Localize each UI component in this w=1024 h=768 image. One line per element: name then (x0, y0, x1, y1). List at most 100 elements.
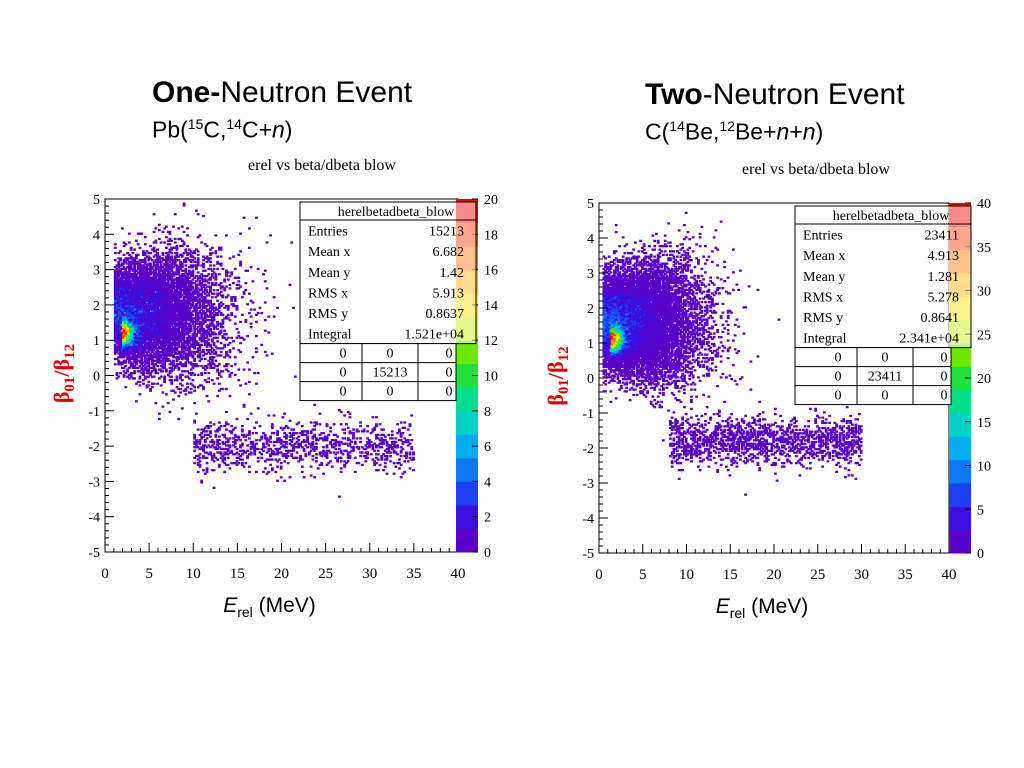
histogram-bin (147, 341, 151, 345)
histogram-bin (163, 343, 167, 347)
histogram-bin (175, 248, 179, 251)
histogram-bin (247, 393, 251, 396)
histogram-bin (292, 437, 295, 440)
histogram-bin (630, 334, 634, 337)
histogram-bin (127, 306, 131, 309)
histogram-bin (392, 444, 396, 447)
histogram-bin (147, 364, 151, 368)
histogram-bin (136, 296, 140, 299)
histogram-bin (233, 446, 237, 449)
histogram-bin (267, 439, 271, 442)
histogram-bin (145, 274, 149, 278)
histogram-bin (369, 453, 373, 456)
histogram-bin (290, 449, 294, 452)
histogram-bin (113, 290, 117, 294)
histogram-bin (152, 322, 156, 325)
histogram-bin (113, 283, 117, 287)
histogram-bin (161, 287, 165, 290)
histogram-bin (217, 465, 221, 468)
histogram-bin (186, 292, 190, 295)
histogram-bin (270, 426, 274, 429)
histogram-bin (129, 304, 133, 308)
histogram-bin (182, 303, 186, 306)
histogram-bin (156, 294, 160, 297)
histogram-bin (138, 380, 142, 384)
histogram-bin (198, 299, 202, 302)
histogram-bin (182, 338, 186, 341)
histogram-bin (127, 289, 131, 292)
histogram-bin (129, 343, 133, 347)
histogram-bin (330, 444, 334, 447)
histogram-bin (179, 361, 182, 364)
histogram-bin (119, 308, 122, 311)
histogram-bin (397, 428, 401, 431)
histogram-bin (166, 373, 170, 377)
histogram-bin (189, 373, 193, 377)
histogram-bin (751, 416, 755, 419)
histogram-bin (613, 281, 616, 285)
histogram-bin (180, 343, 184, 347)
histogram-bin (660, 353, 664, 356)
histogram-bin (210, 311, 214, 315)
histogram-bin (173, 310, 177, 313)
histogram-bin (135, 382, 138, 385)
histogram-bin (187, 391, 191, 394)
histogram-bin (117, 306, 121, 309)
histogram-bin (212, 460, 216, 463)
histogram-bin (156, 326, 160, 329)
histogram-bin (202, 469, 205, 472)
histogram-bin (157, 354, 161, 357)
histogram-bin (168, 285, 172, 288)
histogram-bin (113, 310, 117, 313)
histogram-bin (196, 341, 200, 345)
histogram-bin (189, 338, 193, 341)
histogram-bin (159, 361, 163, 364)
histogram-bin (159, 356, 163, 359)
histogram-bin (235, 336, 239, 339)
histogram-bin (165, 350, 168, 354)
histogram-bin (136, 262, 140, 265)
histogram-bin (170, 304, 174, 308)
histogram-bin (210, 363, 214, 366)
histogram-bin (210, 359, 214, 362)
histogram-bin (140, 331, 144, 334)
histogram-bin (263, 446, 267, 449)
histogram-bin (221, 326, 225, 329)
histogram-bin (152, 273, 156, 276)
histogram-bin (126, 320, 129, 324)
histogram-bin (195, 363, 198, 366)
histogram-bin (115, 276, 119, 279)
histogram-bin (143, 345, 147, 348)
histogram-bin (147, 289, 151, 292)
histogram-bin (154, 354, 158, 357)
histogram-bin (235, 417, 239, 421)
histogram-bin (216, 320, 220, 324)
histogram-bin (179, 299, 182, 302)
histogram-bin (210, 469, 214, 472)
histogram-bin (630, 336, 634, 339)
histogram-bin (142, 299, 145, 302)
histogram-bin (147, 349, 151, 352)
histogram-bin (175, 287, 179, 290)
histogram-bin (117, 280, 121, 283)
histogram-bin (117, 334, 121, 338)
histogram-bin (143, 273, 147, 276)
histogram-bin (620, 343, 623, 346)
histogram-bin (163, 262, 167, 265)
histogram-bin (277, 451, 281, 454)
histogram-bin (205, 467, 209, 470)
histogram-bin (214, 234, 218, 237)
histogram-bin (281, 454, 285, 458)
histogram-bin (189, 315, 193, 318)
histogram-bin (165, 260, 168, 264)
histogram-bin (270, 467, 274, 470)
histogram-bin (170, 366, 174, 369)
histogram-bin (165, 347, 168, 350)
histogram-bin (168, 347, 172, 350)
histogram-bin (177, 341, 181, 345)
histogram-bin (150, 382, 154, 385)
histogram-bin (216, 370, 220, 373)
histogram-bin (145, 327, 149, 331)
histogram-bin (138, 333, 142, 336)
histogram-bin (129, 356, 133, 359)
